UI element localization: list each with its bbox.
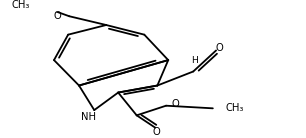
Text: O: O (216, 43, 224, 53)
Text: O: O (172, 99, 180, 109)
Text: O: O (152, 127, 160, 137)
Text: NH: NH (81, 112, 96, 122)
Text: H: H (191, 56, 198, 65)
Text: O: O (54, 11, 62, 21)
Text: CH₃: CH₃ (226, 103, 244, 113)
Text: CH₃: CH₃ (12, 0, 30, 10)
